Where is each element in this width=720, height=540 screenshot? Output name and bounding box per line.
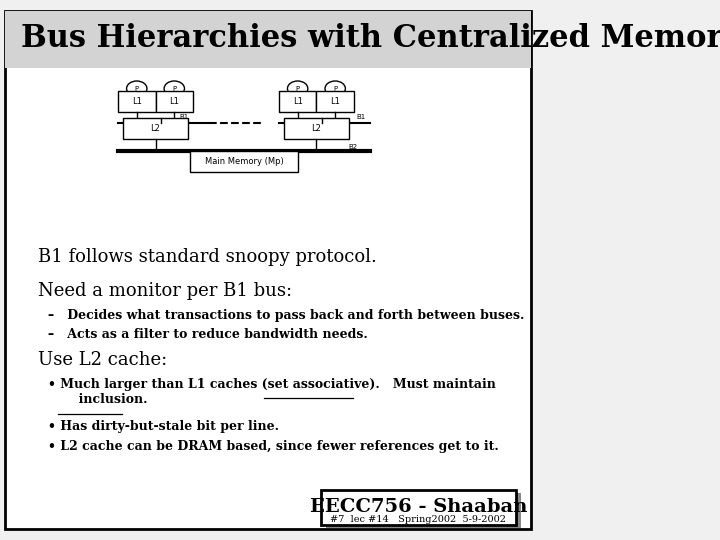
Text: L1: L1 bbox=[330, 97, 340, 106]
Text: B1 follows standard snoopy protocol.: B1 follows standard snoopy protocol. bbox=[37, 248, 377, 266]
Text: • L2 cache can be DRAM based, since fewer references get to it.: • L2 cache can be DRAM based, since fewe… bbox=[48, 440, 499, 453]
Text: P: P bbox=[333, 85, 337, 92]
Text: Need a monitor per B1 bus:: Need a monitor per B1 bus: bbox=[37, 282, 292, 300]
Text: B1: B1 bbox=[356, 114, 366, 120]
Bar bbox=[5, 11, 531, 68]
Bar bbox=[284, 118, 348, 139]
Text: • Has dirty-but-stale bit per line.: • Has dirty-but-stale bit per line. bbox=[48, 420, 279, 433]
Bar bbox=[316, 91, 354, 112]
Text: L1: L1 bbox=[293, 97, 302, 106]
Text: P: P bbox=[135, 85, 139, 92]
Text: P: P bbox=[296, 85, 300, 92]
Text: Bus Hierarchies with Centralized Memory: Bus Hierarchies with Centralized Memory bbox=[22, 23, 720, 55]
Text: #7  lec #14   Spring2002  5-9-2002: #7 lec #14 Spring2002 5-9-2002 bbox=[330, 515, 506, 524]
Text: –   Decides what transactions to pass back and forth between buses.: – Decides what transactions to pass back… bbox=[48, 309, 525, 322]
Text: P: P bbox=[172, 85, 176, 92]
Text: –   Acts as a filter to reduce bandwidth needs.: – Acts as a filter to reduce bandwidth n… bbox=[48, 328, 368, 341]
Text: Use L2 cache:: Use L2 cache: bbox=[37, 351, 167, 369]
Text: L1: L1 bbox=[132, 97, 142, 106]
Text: B1: B1 bbox=[180, 114, 189, 120]
Text: • Much larger than L1 caches (set associative).   Must maintain
       inclusion: • Much larger than L1 caches (set associ… bbox=[48, 378, 496, 406]
Text: Main Memory (Mp): Main Memory (Mp) bbox=[204, 157, 284, 166]
Text: B2: B2 bbox=[348, 144, 358, 150]
Text: EECC756 - Shaaban: EECC756 - Shaaban bbox=[310, 497, 527, 516]
Bar bbox=[123, 118, 188, 139]
Bar bbox=[118, 91, 156, 112]
Bar bbox=[190, 151, 297, 172]
Text: L2: L2 bbox=[150, 124, 161, 133]
FancyBboxPatch shape bbox=[325, 493, 521, 528]
Bar bbox=[279, 91, 316, 112]
Ellipse shape bbox=[325, 81, 346, 96]
FancyBboxPatch shape bbox=[5, 11, 531, 529]
Ellipse shape bbox=[127, 81, 147, 96]
Text: L1: L1 bbox=[169, 97, 179, 106]
Ellipse shape bbox=[287, 81, 308, 96]
Ellipse shape bbox=[164, 81, 184, 96]
FancyBboxPatch shape bbox=[320, 490, 516, 525]
Text: L2: L2 bbox=[312, 124, 321, 133]
Bar bbox=[156, 91, 193, 112]
